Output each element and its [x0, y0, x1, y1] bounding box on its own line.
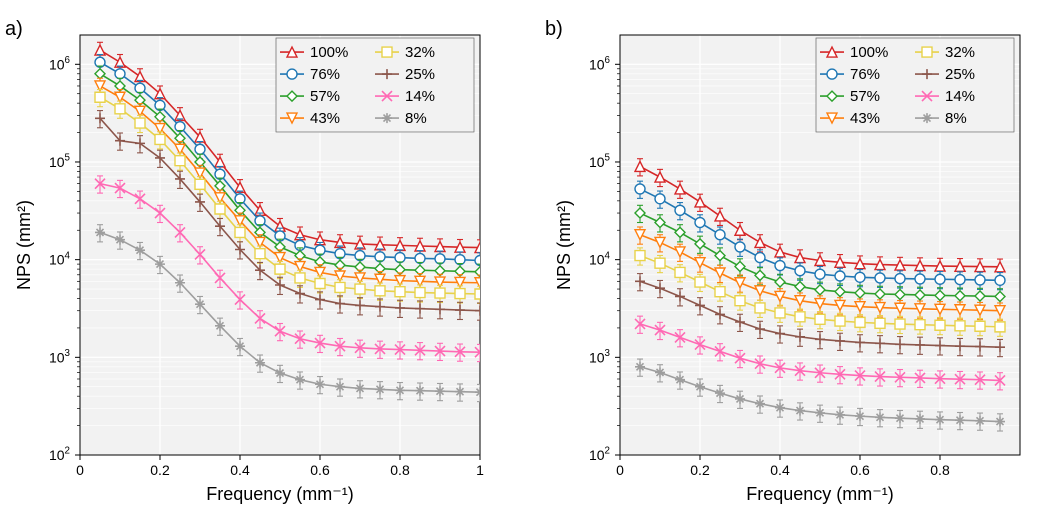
svg-text:14%: 14%: [945, 88, 975, 105]
svg-text:106: 106: [589, 55, 611, 72]
svg-text:NPS (mm²): NPS (mm²): [554, 200, 574, 290]
svg-text:102: 102: [589, 446, 610, 463]
svg-text:25%: 25%: [945, 66, 975, 83]
panel-a-label: a): [5, 18, 23, 41]
svg-text:57%: 57%: [850, 88, 880, 105]
svg-text:0: 0: [616, 462, 624, 478]
svg-text:76%: 76%: [850, 66, 880, 83]
svg-text:100%: 100%: [850, 44, 888, 61]
panel-b-svg: 0 0.2 0.4 0.6 0.8 102 103 104 105 106 Frequency (m…: [0, 0, 1050, 520]
panel-b-label: b): [545, 18, 563, 41]
svg-text:8%: 8%: [945, 110, 967, 127]
svg-text:104: 104: [589, 250, 611, 267]
figure: 00.20.40.60.81102103104105106Frequency (…: [0, 0, 1050, 520]
svg-text:0.8: 0.8: [930, 462, 950, 478]
svg-text:105: 105: [589, 153, 611, 170]
svg-text:103: 103: [589, 348, 611, 365]
svg-text:43%: 43%: [850, 110, 880, 127]
svg-text:0.6: 0.6: [850, 462, 870, 478]
svg-text:32%: 32%: [945, 44, 975, 61]
svg-text:Frequency (mm⁻¹): Frequency (mm⁻¹): [746, 484, 894, 504]
svg-text:0.4: 0.4: [770, 462, 790, 478]
svg-text:0.2: 0.2: [690, 462, 710, 478]
